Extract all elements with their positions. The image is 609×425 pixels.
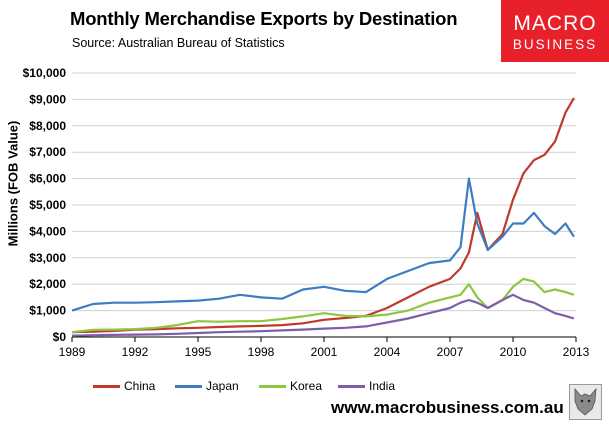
series-lines bbox=[71, 97, 575, 337]
legend-item-japan: Japan bbox=[175, 379, 239, 393]
y-tick-label: $0 bbox=[53, 330, 67, 344]
y-tick-label: $4,000 bbox=[29, 224, 66, 238]
y-tick-label: $8,000 bbox=[29, 119, 66, 133]
legend-swatch-korea bbox=[259, 384, 286, 388]
legend-item-india: India bbox=[338, 379, 395, 393]
y-tick-label: $6,000 bbox=[29, 172, 66, 186]
legend-swatch-china bbox=[93, 384, 120, 388]
y-tick-label: $5,000 bbox=[29, 198, 66, 212]
website-url: www.macrobusiness.com.au bbox=[331, 398, 564, 417]
x-tick-label: 2010 bbox=[500, 345, 527, 359]
y-tick-label: $3,000 bbox=[29, 251, 66, 265]
legend-item-korea: Korea bbox=[259, 379, 322, 393]
x-tick-label: 1995 bbox=[185, 345, 212, 359]
legend-item-china: China bbox=[93, 379, 155, 393]
y-tick-labels: $0 $1,000 $2,000 $3,000 $4,000 $5,000 $6,000 $7… bbox=[23, 66, 67, 344]
grid-lines bbox=[72, 72, 576, 312]
series-line-korea bbox=[71, 277, 575, 334]
x-tick-label: 1992 bbox=[122, 345, 149, 359]
legend-label-korea: Korea bbox=[290, 379, 323, 393]
legend-swatch-india bbox=[338, 384, 365, 388]
legend-label-india: India bbox=[369, 379, 396, 393]
y-tick-label: $10,000 bbox=[23, 66, 67, 80]
macrobusiness-logo: MACRO BUSINESS bbox=[501, 0, 609, 62]
y-tick-label: $1,000 bbox=[29, 304, 66, 318]
x-tick-label: 2001 bbox=[311, 345, 338, 359]
y-tick-label: $7,000 bbox=[29, 145, 66, 159]
legend-swatch-japan bbox=[175, 384, 202, 388]
series-line-china bbox=[71, 97, 575, 334]
wolf-logo-icon bbox=[569, 384, 602, 420]
series-line-india bbox=[71, 293, 575, 337]
x-tick-labels: 1989 1992 1995 1998 2001 2004 2007 2010 2013 bbox=[59, 345, 590, 359]
x-tick-label: 2007 bbox=[437, 345, 464, 359]
logo-line-1: MACRO bbox=[513, 12, 597, 35]
x-tick-label: 1989 bbox=[59, 345, 86, 359]
chart-axes bbox=[71, 336, 577, 342]
chart-source: Source: Australian Bureau of Statistics bbox=[72, 36, 285, 50]
y-tick-label: $9,000 bbox=[29, 92, 66, 106]
x-tick-label: 2004 bbox=[374, 345, 401, 359]
logo-line-2: BUSINESS bbox=[512, 37, 598, 52]
y-tick-label: $2,000 bbox=[29, 277, 66, 291]
x-tick-label: 2013 bbox=[563, 345, 590, 359]
chart-title: Monthly Merchandise Exports by Destinati… bbox=[70, 8, 458, 29]
legend-label-china: China bbox=[124, 379, 156, 393]
series-line-japan bbox=[71, 177, 575, 312]
x-tick-label: 1998 bbox=[248, 345, 275, 359]
legend-label-japan: Japan bbox=[206, 379, 239, 393]
